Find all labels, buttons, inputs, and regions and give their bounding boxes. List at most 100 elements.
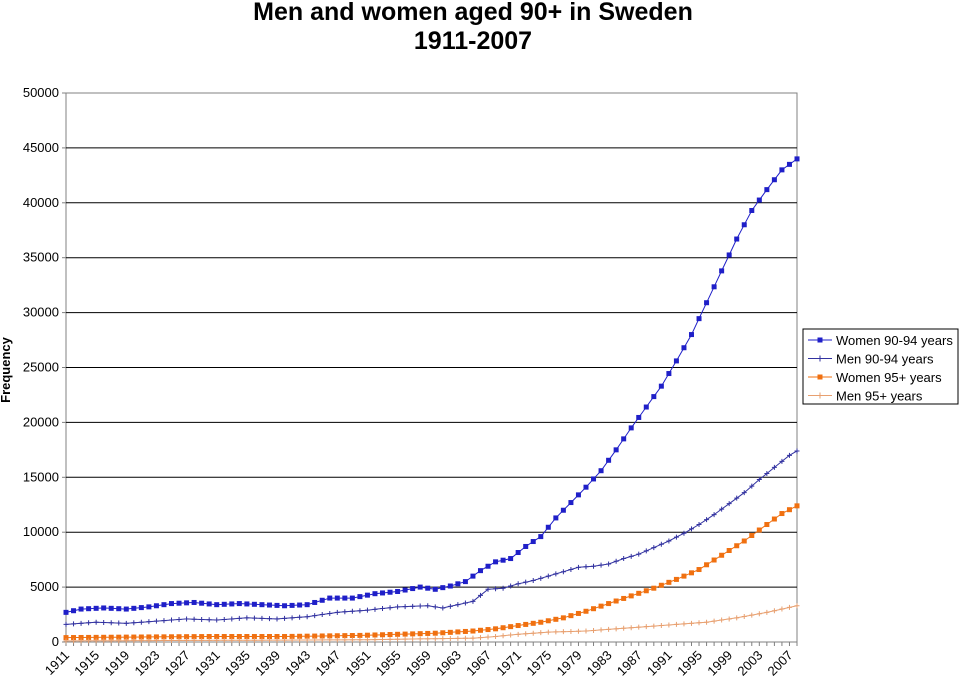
x-tick-label: 1999 — [704, 648, 735, 679]
data-point — [591, 476, 597, 482]
data-point — [327, 595, 333, 601]
data-point — [493, 626, 499, 632]
y-tick-label: 40000 — [23, 195, 59, 210]
data-point — [764, 187, 770, 193]
data-point — [764, 609, 770, 615]
data-point — [349, 608, 355, 614]
data-point — [741, 613, 747, 619]
data-point — [221, 634, 227, 640]
data-point — [251, 634, 257, 640]
data-point — [138, 634, 144, 640]
data-point — [138, 638, 144, 644]
data-point — [282, 603, 288, 609]
data-point — [719, 552, 725, 558]
data-point — [199, 600, 205, 606]
data-point — [161, 602, 167, 608]
data-point — [696, 316, 702, 322]
data-point — [741, 490, 747, 496]
data-point — [274, 634, 280, 640]
x-tick-label: 1927 — [162, 648, 193, 679]
data-point — [123, 606, 129, 612]
data-point — [417, 631, 423, 637]
data-point — [372, 591, 378, 597]
data-point — [696, 567, 702, 573]
x-tick-label: 1967 — [463, 648, 494, 679]
data-point — [817, 355, 823, 362]
data-point — [734, 543, 740, 549]
data-point — [86, 638, 92, 644]
data-point — [598, 468, 604, 474]
data-point — [86, 634, 92, 640]
data-point — [568, 628, 574, 634]
data-point — [666, 538, 672, 544]
data-point — [500, 557, 506, 563]
data-point — [485, 563, 491, 569]
data-point — [304, 614, 310, 620]
series-men-95-years — [63, 603, 800, 644]
data-point — [523, 631, 529, 637]
data-point — [93, 605, 99, 611]
data-point — [462, 635, 468, 641]
data-point — [681, 621, 687, 627]
data-point — [794, 448, 800, 454]
data-point — [726, 616, 732, 622]
data-point — [704, 562, 710, 568]
data-point — [199, 637, 205, 643]
data-point — [651, 545, 657, 551]
data-point — [447, 629, 453, 635]
data-point — [779, 458, 785, 464]
data-point — [221, 601, 227, 607]
data-point — [229, 616, 235, 622]
data-point — [184, 600, 190, 606]
data-point — [191, 637, 197, 643]
data-point — [206, 617, 212, 623]
data-point — [779, 511, 785, 517]
data-point — [711, 618, 717, 624]
data-point — [93, 634, 99, 640]
data-point — [297, 637, 303, 643]
data-point — [749, 483, 755, 489]
legend-label: Men 90-94 years — [836, 352, 934, 367]
data-point — [312, 613, 318, 619]
data-point — [613, 447, 619, 453]
data-point — [636, 590, 642, 596]
x-tick-label: 1959 — [403, 648, 434, 679]
data-point — [289, 615, 295, 621]
data-point — [440, 630, 446, 636]
data-point — [417, 603, 423, 609]
data-point — [673, 534, 679, 540]
x-tick-label: 1995 — [674, 648, 705, 679]
data-point — [251, 601, 257, 607]
data-point — [515, 631, 521, 637]
data-point — [206, 637, 212, 643]
data-point — [538, 630, 544, 636]
data-point — [297, 614, 303, 620]
legend-box — [802, 328, 959, 405]
data-point — [108, 634, 114, 640]
data-point — [244, 601, 250, 607]
data-point — [334, 633, 340, 639]
data-point — [289, 637, 295, 643]
data-point — [387, 589, 393, 595]
data-point — [244, 634, 250, 640]
data-point — [583, 608, 589, 614]
x-tick-label: 1955 — [373, 648, 404, 679]
data-point — [606, 561, 612, 567]
data-point — [515, 581, 521, 587]
legend: Women 90-94 years Men 90-94 years Women 95… — [802, 328, 959, 405]
data-point — [86, 620, 92, 626]
data-point — [817, 392, 823, 399]
data-point — [455, 602, 461, 608]
data-point — [229, 637, 235, 643]
data-point — [500, 585, 506, 591]
data-point — [357, 608, 363, 614]
data-point — [643, 588, 649, 594]
data-point — [417, 584, 423, 590]
data-point — [387, 636, 393, 642]
data-point — [621, 625, 627, 631]
data-point — [138, 619, 144, 625]
data-point — [123, 620, 129, 626]
data-point — [530, 620, 536, 626]
data-point — [402, 636, 408, 642]
data-point — [470, 628, 476, 634]
